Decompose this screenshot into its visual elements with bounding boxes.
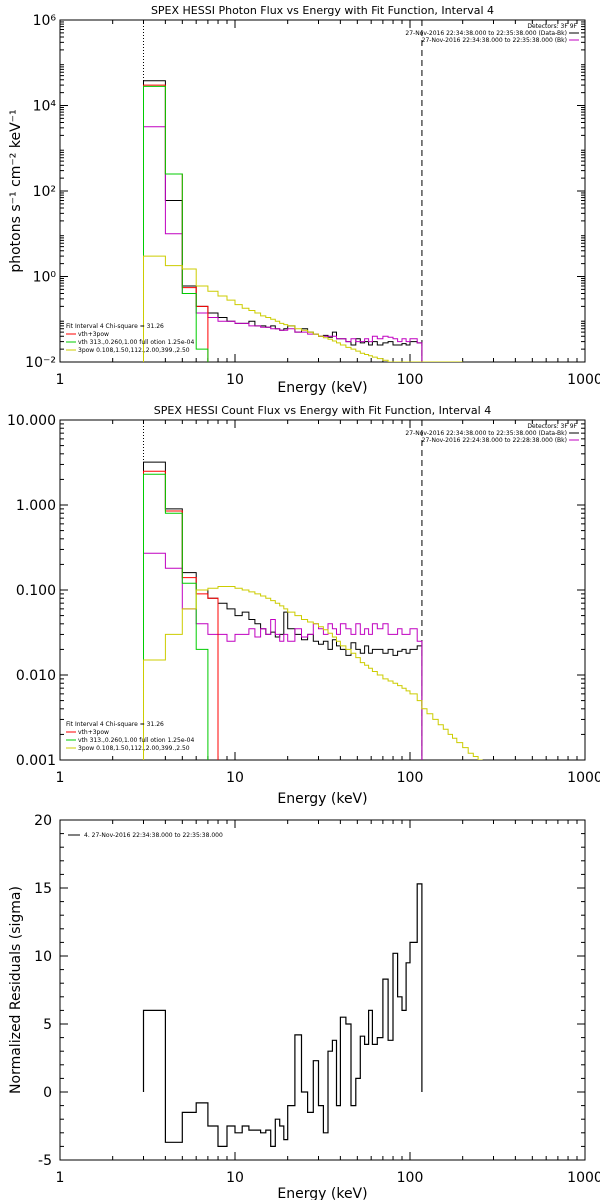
series-vth	[143, 473, 209, 760]
legend-entry: 3pow 0.108,1.50,112.,2.00,399.,2.50	[78, 745, 190, 752]
series-4-27-nov-2016-22-34-38-000-to-22-35-38-000	[142, 883, 423, 1147]
legend-entry: vth+3pow	[78, 331, 109, 338]
y-tick-label: 0.100	[16, 583, 56, 599]
y-tick-label: 0.010	[16, 668, 56, 684]
series-data-bk	[143, 80, 423, 362]
legend-entry: vth+3pow	[78, 729, 109, 736]
x-tick-label: 1	[56, 372, 65, 388]
y-tick-label: 10	[34, 949, 52, 965]
x-tick-label: 100	[397, 770, 424, 786]
x-tick-label: 100	[397, 372, 424, 388]
x-axis-label-0: Energy (keV)	[277, 380, 367, 396]
y-tick-label: 15	[34, 881, 52, 897]
y-tick-label: 20	[34, 813, 52, 829]
legend-entry: vth 313.,0.260,1.00 full otion 1.25e-04	[78, 339, 194, 346]
plot-frame-0	[59, 19, 586, 363]
series-bk	[143, 552, 423, 760]
legend-entry: 3pow 0.108,1.50,112.,2.00,399.,2.50	[78, 347, 190, 354]
y-tick-label: 1.000	[16, 498, 56, 514]
legend-header: Detectors: 3F 9F	[527, 423, 577, 430]
legend-entry: Fit Interval 4 Chi-square = 31.26	[66, 721, 164, 728]
y-tick-label: 10⁰	[33, 270, 57, 286]
series-3pow	[143, 255, 463, 362]
series-bk	[143, 126, 423, 362]
series-data-bk	[143, 461, 423, 760]
legend-entry: Fit Interval 4 Chi-square = 31.26	[66, 323, 164, 330]
legend-header: Detectors: 3F 9F	[527, 23, 577, 30]
plot-frame-2	[59, 819, 586, 1161]
legend-entry: 27-Nov-2016 22:34:38.000 to 22:35:38.000…	[422, 37, 567, 44]
x-tick-label: 10	[226, 372, 244, 388]
y-tick-label: 0.001	[16, 753, 56, 769]
x-tick-label: 10	[226, 1170, 244, 1186]
legend-entry: 27-Nov-2016 22:34:38.000 to 22:35:38.000…	[405, 430, 567, 437]
y-tick-label: 10⁴	[33, 99, 57, 115]
y-tick-label: 10⁶	[33, 13, 57, 29]
legend-entry: 27-Nov-2016 22:34:38.000 to 22:35:38.000…	[405, 30, 567, 37]
y-tick-label: -5	[38, 1153, 52, 1169]
legend-entry: 4. 27-Nov-2016 22:34:38.000 to 22:35:38.…	[84, 832, 223, 839]
series-vth	[143, 85, 209, 362]
legend-entry: 27-Nov-2016 22:24:38.000 to 22:28:38.000…	[422, 437, 567, 444]
y-axis-label-2: Normalized Residuals (sigma)	[8, 886, 24, 1094]
x-tick-label: 1000	[567, 1170, 600, 1186]
x-tick-label: 10	[226, 770, 244, 786]
series-3pow	[143, 586, 483, 760]
x-axis-label-1: Energy (keV)	[277, 791, 367, 807]
plot-frame-1	[59, 419, 586, 761]
y-tick-label: 0	[43, 1085, 52, 1101]
x-tick-label: 1000	[567, 770, 600, 786]
x-tick-label: 100	[397, 1170, 424, 1186]
chart-title-0: SPEX HESSI Photon Flux vs Energy with Fi…	[151, 4, 494, 17]
x-axis-label-2: Energy (keV)	[277, 1186, 367, 1200]
x-tick-label: 1	[56, 1170, 65, 1186]
series-vth-3pow	[143, 470, 219, 760]
y-tick-label: 10⁻²	[25, 355, 56, 371]
x-tick-label: 1	[56, 770, 65, 786]
y-tick-label: 10.000	[7, 413, 56, 429]
chart-title-1: SPEX HESSI Count Flux vs Energy with Fit…	[154, 404, 491, 417]
legend-entry: vth 313.,0.260,1.00 full otion 1.25e-04	[78, 737, 194, 744]
y-tick-label: 5	[43, 1017, 52, 1033]
x-tick-label: 1000	[567, 372, 600, 388]
y-axis-label-0: photons s⁻¹ cm⁻² keV⁻¹	[8, 109, 24, 272]
y-tick-label: 10²	[33, 184, 56, 200]
